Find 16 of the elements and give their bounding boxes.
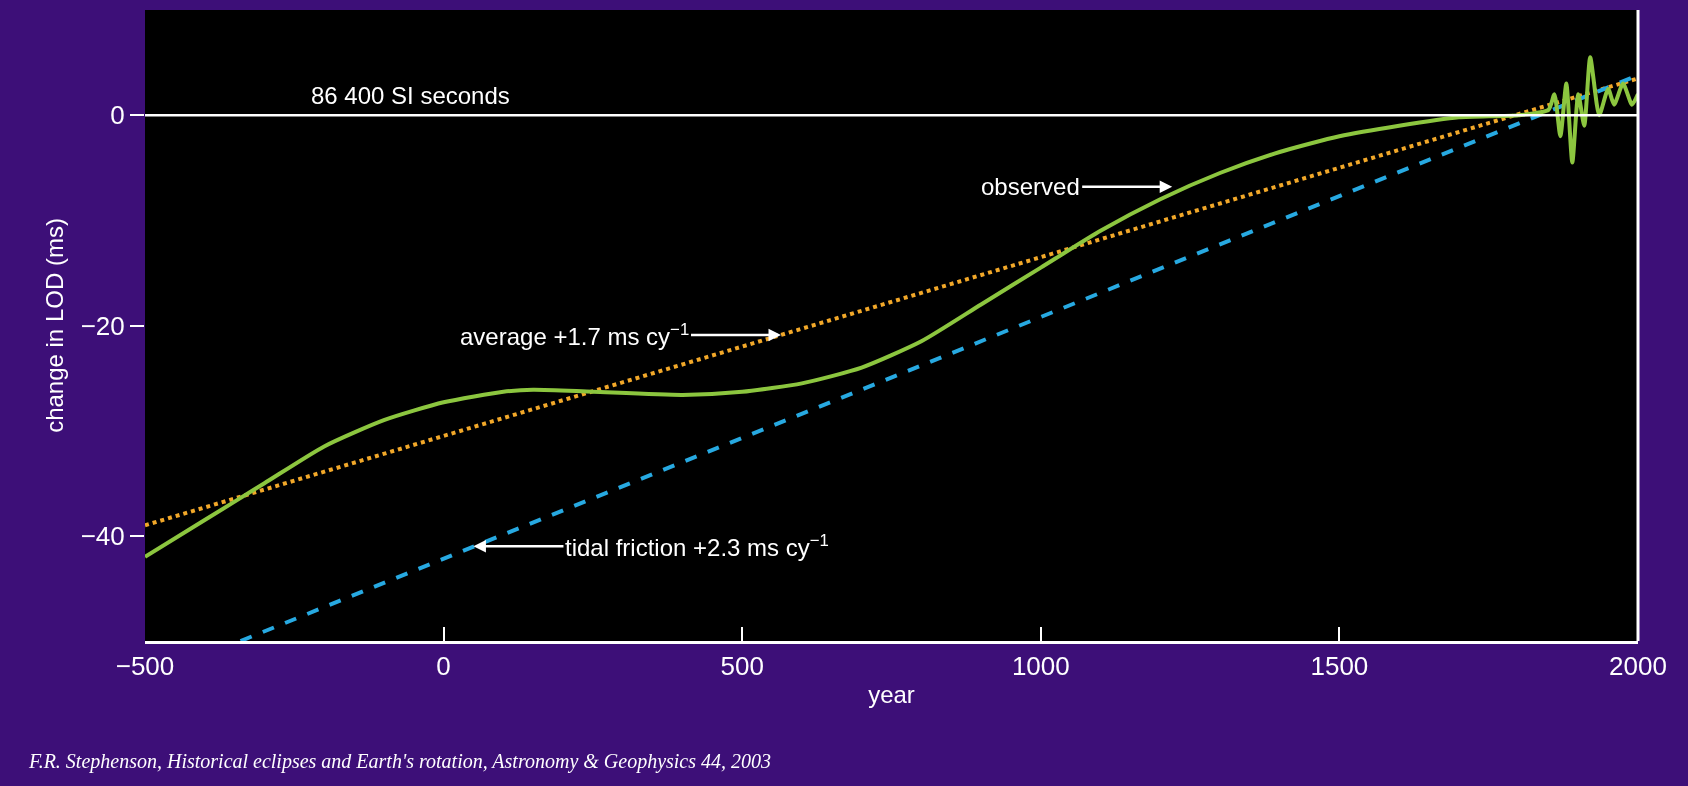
annotation: observed xyxy=(981,173,1080,200)
x-tick-label: 2000 xyxy=(1609,651,1667,682)
annotation: tidal friction +2.3 ms cy$^{−1}$ xyxy=(565,531,829,562)
y-tick-label: 0 xyxy=(110,100,125,131)
x-tick-label: 0 xyxy=(436,651,451,682)
text: F.R. Stephenson, Historical eclipses and Earth's rotation, Astronomy & Geophysics 44, 2003 xyxy=(28,750,772,773)
ref-line-label: 86 400 SI seconds xyxy=(311,82,510,109)
x-axis-title: year xyxy=(868,680,915,708)
annotation: average +1.7 ms cy$^{−1}$ xyxy=(460,320,690,351)
y-tick-label: −40 xyxy=(80,520,125,551)
x-tick-label: 500 xyxy=(720,651,764,682)
x-tick-label: 1500 xyxy=(1310,651,1369,682)
y-tick-label: −20 xyxy=(80,310,125,341)
x-tick-label: 1000 xyxy=(1011,651,1070,682)
y-axis-title: change in LOD (ms) xyxy=(40,218,68,433)
x-tick-label: −500 xyxy=(115,651,175,682)
